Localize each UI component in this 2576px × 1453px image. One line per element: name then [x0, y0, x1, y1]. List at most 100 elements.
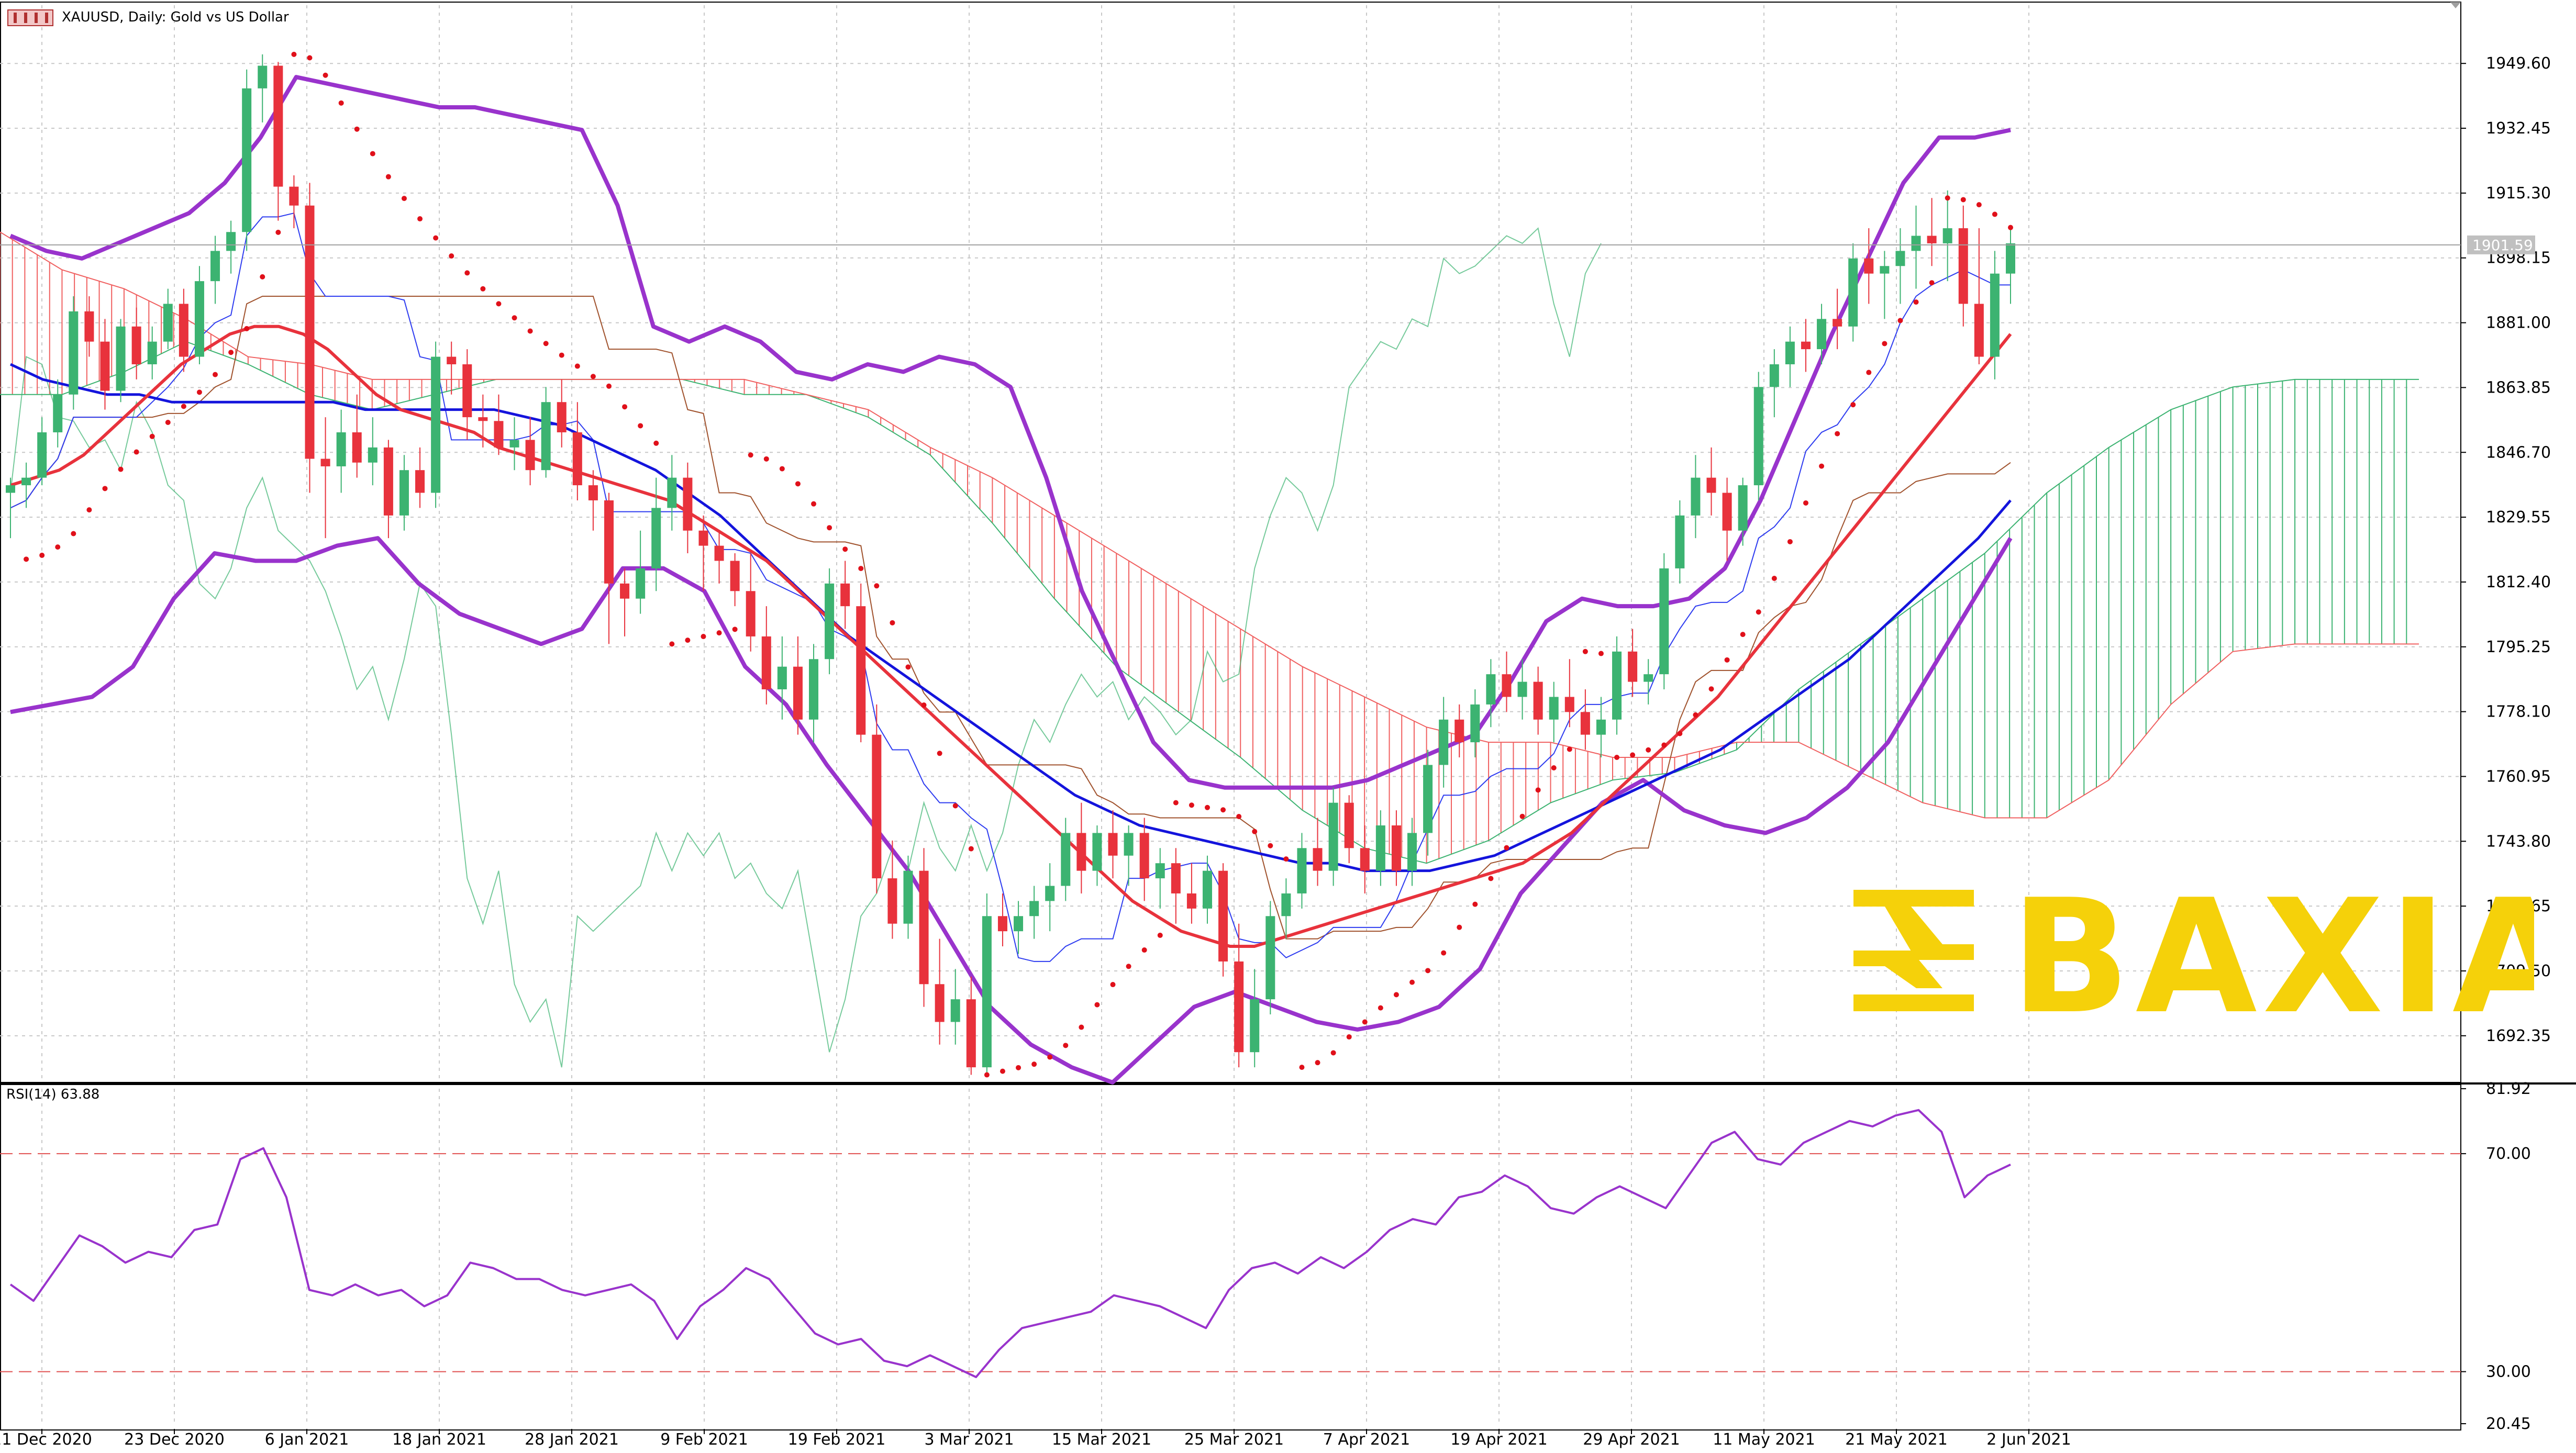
sar-dot	[401, 196, 407, 202]
sar-dot	[1519, 813, 1525, 819]
chart-type-icon[interactable]	[7, 9, 53, 26]
candle-body	[588, 485, 598, 500]
candle-body	[1738, 485, 1748, 531]
candle-body	[1628, 651, 1638, 682]
sar-dot	[574, 363, 580, 369]
sar-dot	[1472, 901, 1478, 907]
sar-dot	[1362, 1019, 1368, 1025]
sar-dot	[1960, 197, 1966, 203]
sar-dot	[196, 389, 202, 395]
candle-body	[53, 394, 63, 432]
candle-body	[399, 470, 409, 516]
candle-body	[872, 734, 882, 879]
sar-dot	[638, 423, 643, 429]
candle-body	[557, 402, 567, 432]
sar-dot	[1457, 924, 1462, 930]
candle-body	[289, 186, 299, 206]
candle-body	[1328, 802, 1338, 871]
candle-body	[1580, 712, 1590, 735]
sar-dot	[1252, 829, 1258, 834]
sar-dot	[307, 55, 313, 61]
candle-body	[730, 561, 740, 591]
candle-body	[194, 281, 204, 357]
sar-dot	[1441, 950, 1447, 956]
candle-body	[1360, 848, 1370, 871]
candle-body	[131, 326, 141, 364]
sar-dot	[1646, 747, 1651, 753]
sar-dot	[260, 274, 265, 280]
date-tick-label: 3 Mar 2021	[924, 1430, 1014, 1449]
moving-average-slow	[9, 363, 2012, 873]
sar-dot	[480, 286, 486, 292]
sar-dot	[968, 846, 974, 852]
sar-dot	[1236, 813, 1242, 819]
sar-dot	[1031, 1061, 1037, 1067]
sar-dot	[24, 556, 29, 562]
sar-dot	[606, 383, 612, 389]
candle-body	[368, 447, 377, 463]
candle-body	[1502, 674, 1512, 697]
price-tick-label: 1863.85	[2486, 378, 2551, 397]
sar-dot	[701, 634, 706, 640]
candle-body	[1833, 319, 1842, 327]
price-tick-label: 1915.30	[2486, 184, 2551, 203]
candle-body	[1848, 258, 1858, 327]
candle-body	[1155, 863, 1165, 879]
candle-body	[320, 459, 330, 466]
sar-dot	[1299, 1065, 1305, 1070]
date-tick-label: 19 Apr 2021	[1450, 1430, 1548, 1449]
sar-dot	[1346, 1034, 1352, 1040]
sar-dot	[590, 374, 596, 379]
candle-body	[84, 311, 94, 342]
sar-dot	[1913, 299, 1919, 305]
sar-dot	[1661, 742, 1667, 748]
sar-dot	[134, 449, 139, 455]
sar-dot	[55, 544, 61, 550]
rsi-tick-label: 81.92	[2486, 1080, 2531, 1098]
sar-dot	[905, 664, 911, 670]
sar-dot	[39, 552, 45, 558]
candle-body	[1423, 765, 1433, 833]
sar-dot	[1598, 651, 1604, 656]
candle-body	[305, 205, 315, 459]
candle-body	[651, 508, 661, 568]
sar-dot	[1787, 539, 1793, 544]
candle-body	[1014, 916, 1024, 932]
sar-dot	[1535, 787, 1541, 793]
date-tick-label: 2 Jun 2021	[1986, 1430, 2071, 1449]
sar-dot	[417, 216, 423, 222]
sar-dot	[1835, 431, 1840, 437]
candle-body	[1439, 719, 1449, 765]
candle-body	[541, 402, 551, 471]
sar-dot	[1567, 746, 1572, 752]
candle-body	[37, 432, 47, 478]
sar-dot	[338, 100, 344, 106]
sar-dot	[685, 638, 691, 643]
candle-body	[1454, 719, 1464, 743]
candle-body	[1344, 802, 1354, 848]
candle-body	[415, 470, 425, 493]
sar-dot	[811, 501, 817, 507]
date-tick-label: 23 Dec 2020	[124, 1430, 225, 1449]
sar-dot	[1189, 802, 1194, 808]
candle-body	[1927, 236, 1937, 243]
sar-dot	[1126, 964, 1131, 969]
candle-body	[226, 232, 236, 251]
sar-dot	[842, 546, 848, 552]
rsi-plot-frame	[0, 1084, 2461, 1430]
candle-body	[258, 65, 268, 88]
ichimoku-cloud	[0, 231, 2419, 864]
sar-dot	[1488, 876, 1494, 881]
date-tick-label: 11 Dec 2020	[0, 1430, 92, 1449]
candle-body	[1265, 916, 1275, 1000]
candle-body	[383, 447, 393, 516]
sar-dot	[1000, 1068, 1005, 1074]
date-tick-label: 6 Jan 2021	[265, 1430, 349, 1449]
sar-dot	[512, 315, 517, 321]
sar-dot	[1945, 195, 1950, 201]
sar-dot	[1897, 318, 1903, 323]
sar-dot	[165, 420, 171, 426]
sar-dot	[1976, 202, 1982, 208]
price-tick-label: 1709.50	[2486, 962, 2551, 980]
